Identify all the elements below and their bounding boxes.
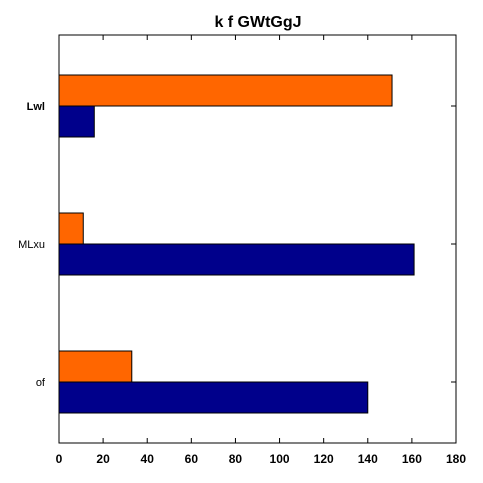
ytick-label: of [36, 377, 46, 389]
bar-series0-of [58, 381, 369, 414]
chart-title: k f GWtGgJ [214, 14, 301, 31]
xtick-label: 140 [358, 452, 378, 466]
xtick-label: 60 [185, 452, 199, 466]
bar-series1-of [58, 350, 133, 383]
xtick-label: 160 [402, 452, 422, 466]
bar-series1-mlxu [58, 212, 84, 245]
xtick-label: 100 [270, 452, 290, 466]
xtick-label: 0 [56, 452, 63, 466]
xtick-label: 180 [446, 452, 466, 466]
bar-series0-lwl [58, 105, 95, 138]
ticks-layer: of MLxu Lwl 0 20 40 60 80 100 120 140 160 180 [18, 35, 466, 466]
xtick-label: 20 [96, 452, 110, 466]
xtick-label: 120 [314, 452, 334, 466]
plot-frame [58, 34, 457, 444]
bars-layer [58, 74, 415, 414]
bar-series1-lwl [58, 74, 393, 107]
ytick-label: MLxu [18, 239, 45, 251]
ytick-label: Lwl [27, 101, 45, 113]
bar-series0-mlxu [58, 243, 415, 276]
xtick-label: 80 [229, 452, 243, 466]
xtick-label: 40 [141, 452, 155, 466]
